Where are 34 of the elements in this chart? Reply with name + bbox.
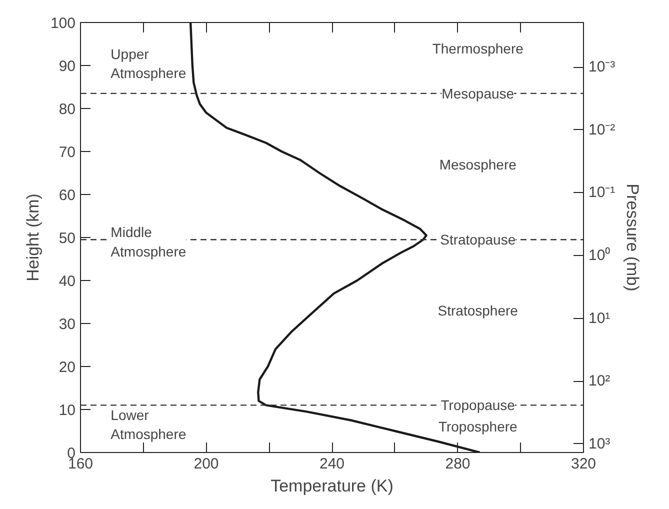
x-tick-label: 240 <box>319 456 345 472</box>
y2-tick-label: 10¹ <box>588 310 610 327</box>
y-tick-label: 80 <box>58 101 76 118</box>
x-tick-label: 280 <box>445 456 470 472</box>
annotation: Mesosphere <box>439 156 517 172</box>
y-tick-label: 70 <box>58 144 76 161</box>
annotation: Lower Atmosphere <box>110 406 186 442</box>
y2-axis-title: Pressure (mb) <box>623 184 642 292</box>
y2-tick-label: 10⁻² <box>588 121 616 138</box>
y-tick-label: 10 <box>58 402 76 419</box>
annotation: Middle Atmosphere <box>110 224 186 260</box>
ref-line-label: Tropopause <box>440 397 516 414</box>
annotation: Stratosphere <box>438 302 518 319</box>
y-tick-label: 90 <box>58 58 76 75</box>
y2-tick-label: 10⁻¹ <box>588 184 616 202</box>
y-tick-label: 30 <box>58 316 76 333</box>
x-tick-label: 200 <box>194 456 219 472</box>
y-tick-label: 100 <box>50 15 76 32</box>
ref-line-label: Stratopause <box>440 232 516 248</box>
y-tick-label: 50 <box>58 230 76 247</box>
y2-tick-label: 10⁻³ <box>588 58 616 76</box>
annotation: Upper Atmosphere <box>110 46 186 81</box>
annotation: Thermosphere <box>432 40 524 56</box>
y-tick-label: 40 <box>58 273 76 290</box>
y-tick-label: 60 <box>58 187 76 204</box>
y-tick-label: 20 <box>58 359 76 376</box>
y2-tick-label: 10² <box>588 372 610 390</box>
y2-tick-label: 10⁰ <box>588 246 610 264</box>
y2-tick-label: 10³ <box>588 435 610 452</box>
ref-line-label: Mesopause <box>442 85 514 102</box>
y-axis-title: Height (km) <box>23 194 42 282</box>
x-tick-label: 320 <box>570 456 596 472</box>
annotation: Troposphere <box>438 418 518 435</box>
x-axis-title: Temperature (K) <box>270 476 394 496</box>
